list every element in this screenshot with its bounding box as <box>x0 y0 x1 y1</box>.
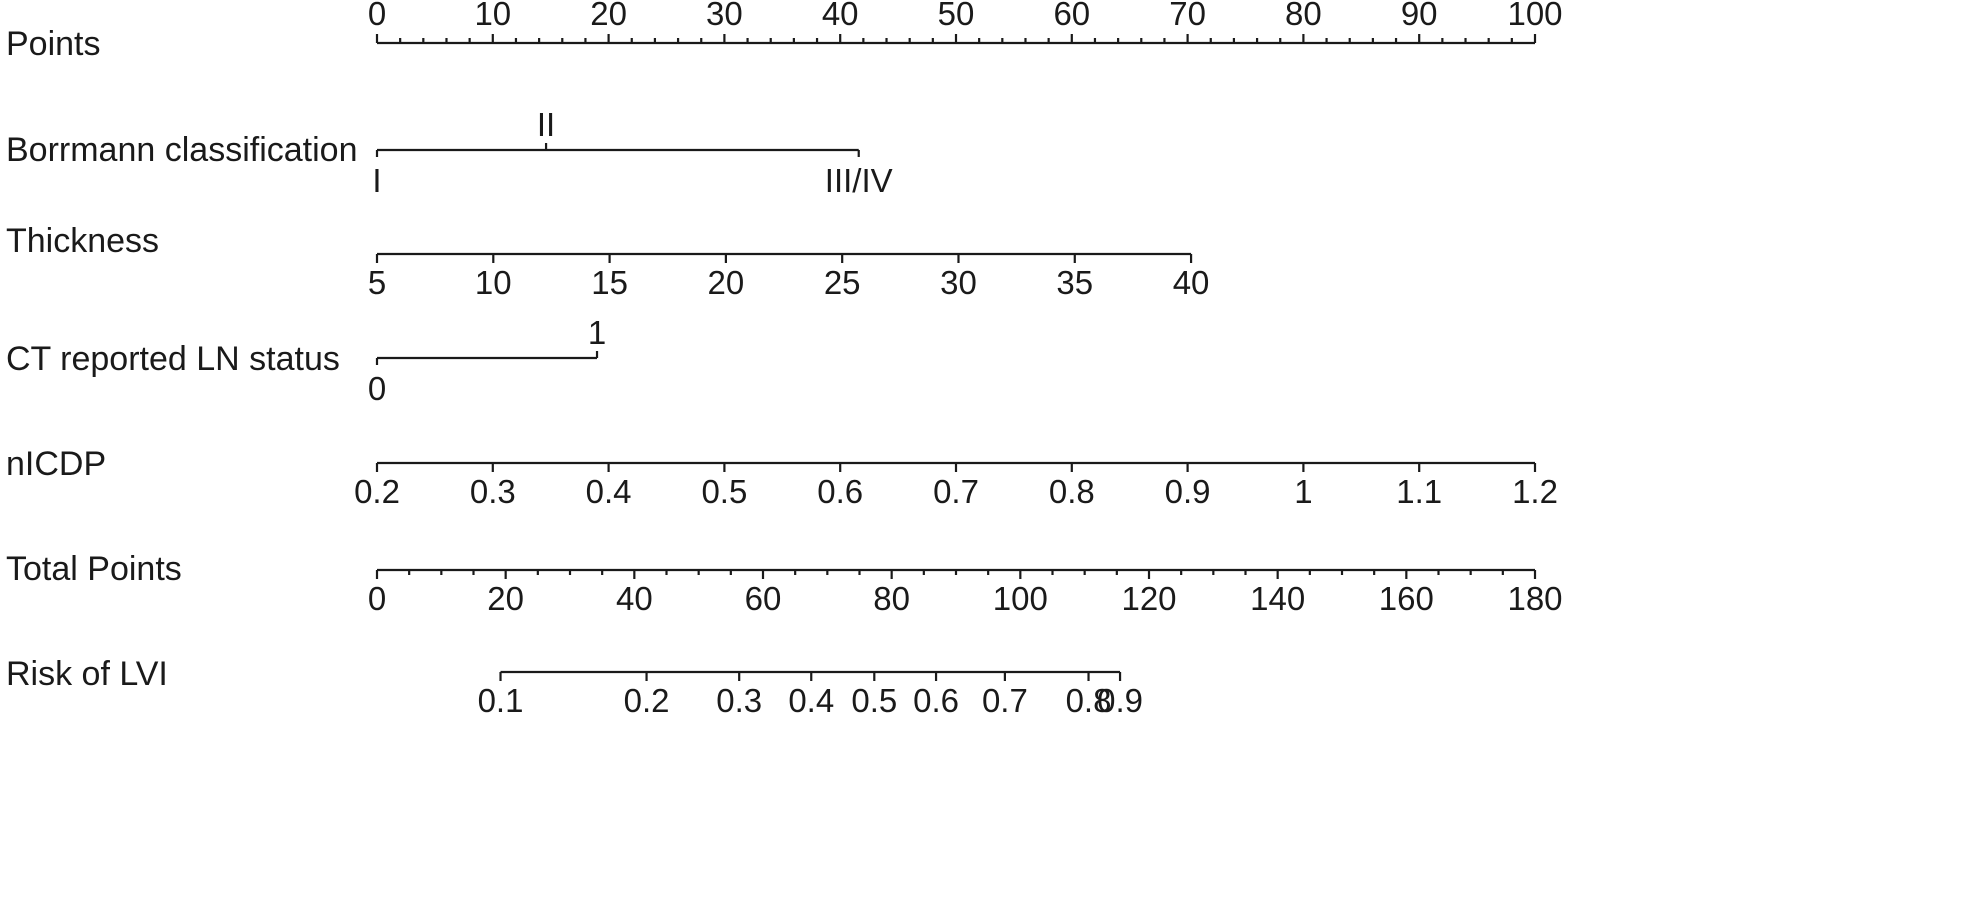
row-thickness: Thickness 5 10 15 20 25 30 35 40 <box>6 222 1209 301</box>
category-label: II <box>537 106 555 143</box>
tick-label: 1 <box>1294 473 1312 510</box>
row-label: Total Points <box>6 550 182 588</box>
row-total-points: Total Points 0 20 40 60 80 100 120 140 160 180 <box>6 550 1563 617</box>
tick-label: 60 <box>1053 0 1090 32</box>
tick-label: 70 <box>1169 0 1206 32</box>
tick-label: 10 <box>475 264 512 301</box>
row-label: Risk of LVI <box>6 655 168 693</box>
row-ct-reported-ln-status: CT reported LN status 0 1 <box>6 314 606 407</box>
tick-label: 40 <box>616 580 653 617</box>
tick-label: 0.9 <box>1097 682 1143 719</box>
tick-label: 0.4 <box>586 473 632 510</box>
tick-label: 30 <box>940 264 977 301</box>
tick-label: 80 <box>1285 0 1322 32</box>
tick-label: 0 <box>368 0 386 32</box>
tick-label: 20 <box>708 264 745 301</box>
tick-label: 180 <box>1507 580 1562 617</box>
tick-label: 100 <box>1507 0 1562 32</box>
tick-label: 0.5 <box>701 473 747 510</box>
tick-label: 100 <box>993 580 1048 617</box>
tick-label: 0 <box>368 580 386 617</box>
tick-label: 15 <box>591 264 628 301</box>
tick-label: 0.7 <box>982 682 1028 719</box>
tick-label: 25 <box>824 264 861 301</box>
tick-label: 40 <box>822 0 859 32</box>
tick-label: 20 <box>487 580 524 617</box>
row-risk-of-lvi: Risk of LVI 0.1 0.2 0.3 0.4 0.5 0.6 0.7 0.80.9 <box>6 655 1143 719</box>
tick-label: 0.7 <box>933 473 979 510</box>
row-label: nICDP <box>6 445 106 483</box>
tick-label: 60 <box>745 580 782 617</box>
tick-label: 0.8 <box>1049 473 1095 510</box>
row-label: Points <box>6 25 101 63</box>
row-label: Thickness <box>6 222 159 260</box>
tick-label: 0.8 <box>1066 682 1112 719</box>
tick-label: 0.3 <box>470 473 516 510</box>
row-nicdp: nICDP 0.2 0.3 0.4 0.5 0.6 0.7 0.8 0.9 1 1.1 1.2 <box>6 445 1558 510</box>
tick-label: 0.5 <box>851 682 897 719</box>
tick-label: 0.4 <box>788 682 834 719</box>
tick-label: 0.3 <box>716 682 762 719</box>
tick-label: 160 <box>1379 580 1434 617</box>
tick-label: 0.1 <box>478 682 524 719</box>
category-label: 0 <box>368 370 386 407</box>
tick-label: 0.9 <box>1165 473 1211 510</box>
tick-label: 0.2 <box>354 473 400 510</box>
tick-label: 20 <box>590 0 627 32</box>
tick-label: 90 <box>1401 0 1438 32</box>
tick-label: 0.6 <box>913 682 959 719</box>
tick-label: 0.6 <box>817 473 863 510</box>
tick-label: 30 <box>706 0 743 32</box>
tick-label: 80 <box>873 580 910 617</box>
tick-label: 50 <box>938 0 975 32</box>
tick-label: 5 <box>368 264 386 301</box>
tick-label: 0.2 <box>624 682 670 719</box>
tick-label: 1.2 <box>1512 473 1558 510</box>
category-label: III/IV <box>825 162 893 199</box>
tick-label: 35 <box>1056 264 1093 301</box>
tick-label: 120 <box>1121 580 1176 617</box>
tick-label: 140 <box>1250 580 1305 617</box>
row-label: Borrmann classification <box>6 131 357 169</box>
category-label: 1 <box>588 314 606 351</box>
row-points: Points 0 10 20 30 40 50 60 70 80 90 100 <box>6 0 1563 63</box>
tick-label: 1.1 <box>1396 473 1442 510</box>
tick-label: 10 <box>474 0 511 32</box>
category-label: I <box>372 162 381 199</box>
row-label: CT reported LN status <box>6 340 340 378</box>
tick-label: 40 <box>1173 264 1210 301</box>
